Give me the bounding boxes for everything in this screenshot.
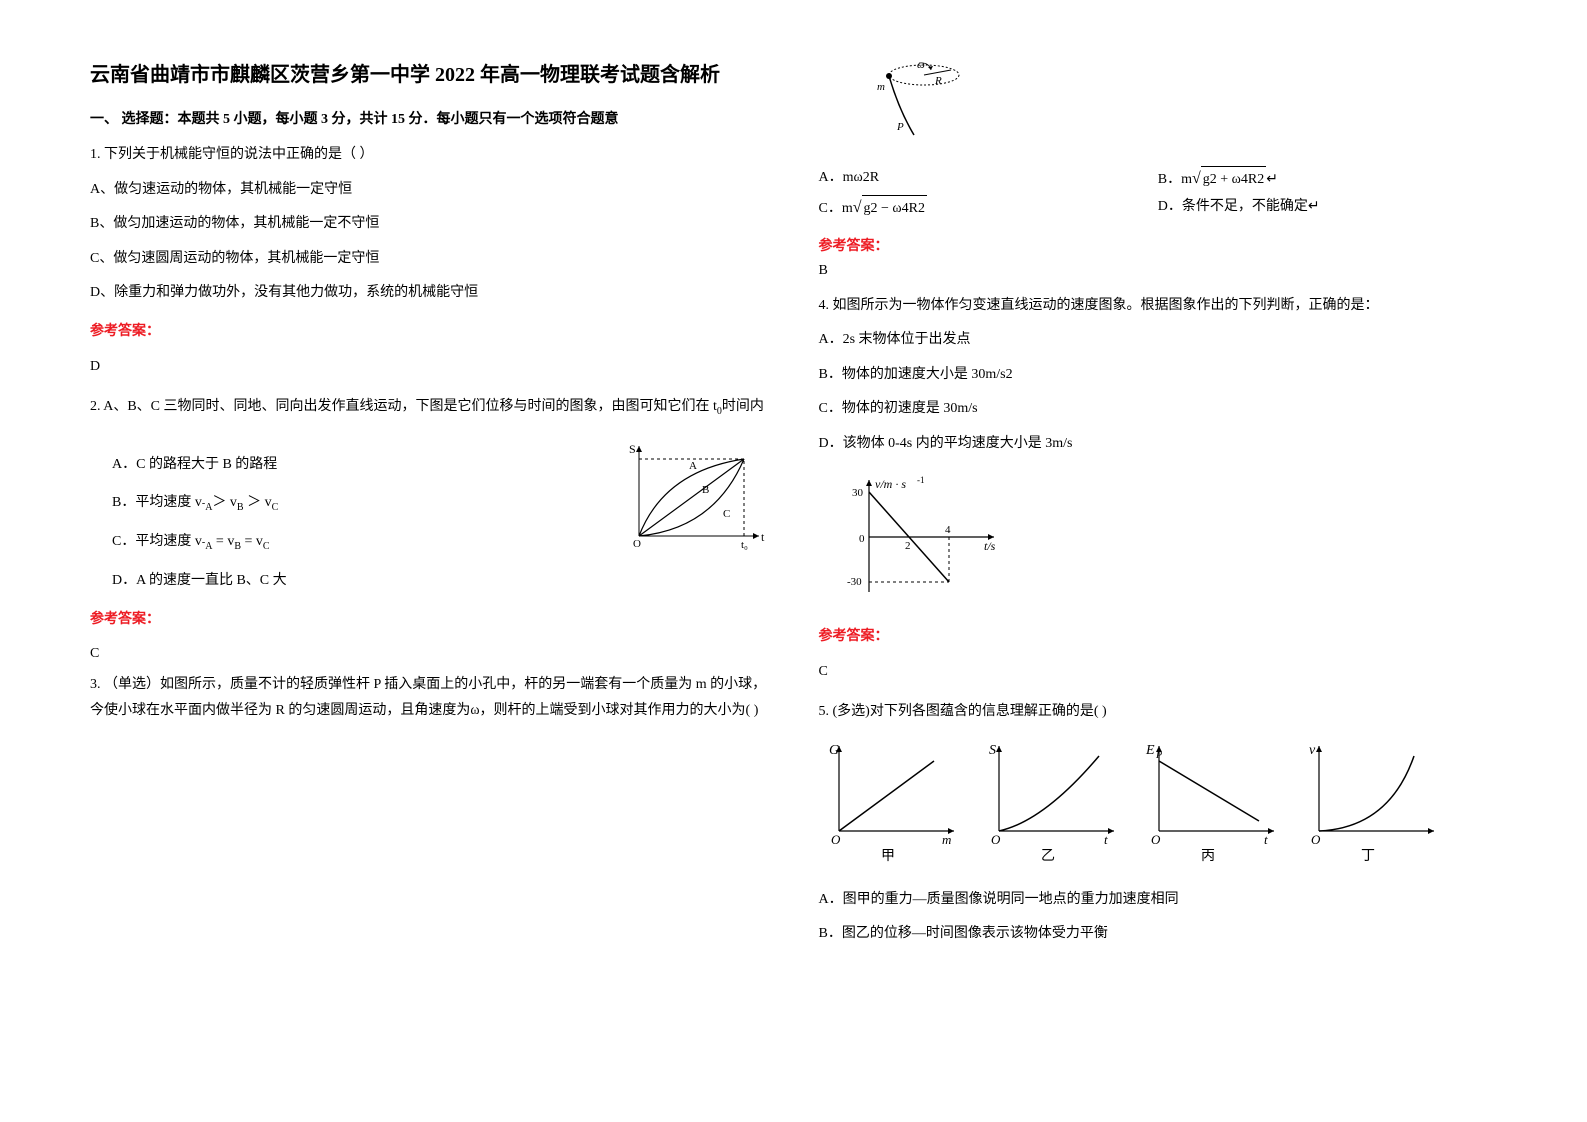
q2-fig-t0: t₀ — [741, 539, 748, 551]
q3-opt-b: B．m√g2 + ω4R2↵ — [1158, 165, 1497, 194]
q2-stem-text: 2. A、B、C 三物同时、同地、同向出发作直线运动，下图是它们位移与时间的图象… — [90, 399, 717, 414]
q2b-m2: ＞ v — [212, 495, 237, 510]
q3b-tail: ↵ — [1266, 172, 1278, 187]
section-1-heading: 一、 选择题：本题共 5 小题，每小题 3 分，共计 15 分．每小题只有一个选… — [90, 108, 769, 128]
q1-opt-d: D、除重力和弹力做功外，没有其他力做功，系统的机械能守恒 — [90, 280, 769, 307]
svg-text:O: O — [991, 832, 1001, 847]
q4-answer: C — [819, 659, 1498, 686]
svg-text:-30: -30 — [847, 576, 862, 588]
question-2: 2. A、B、C 三物同时、同地、同向出发作直线运动，下图是它们位移与时间的图象… — [90, 394, 769, 668]
q5-opt-a: A．图甲的重力—质量图像说明同一地点的重力加速度相同 — [819, 887, 1498, 914]
q2-answer-label: 参考答案： — [90, 607, 769, 634]
q5-figures: G O m 甲 S O t 乙 — [819, 736, 1498, 877]
q1-answer-label: 参考答案： — [90, 319, 769, 346]
q2-opt-b: B．平均速度 v-A＞ vB ＞ vC — [112, 489, 609, 518]
svg-text:4: 4 — [945, 524, 951, 536]
q2-fig-o: O — [633, 538, 641, 550]
question-1: 1. 下列关于机械能守恒的说法中正确的是（ ） A、做匀速运动的物体，其机械能一… — [90, 142, 769, 380]
q2-figure: S t O t₀ A B C — [619, 441, 769, 562]
q4-answer-label: 参考答案： — [819, 624, 1498, 651]
q2b-m4: ＞ v — [244, 495, 272, 510]
q2c-pre: C．平均速度 v — [112, 534, 202, 549]
q2b-sb: B — [237, 502, 244, 513]
question-4: 4. 如图所示为一物体作匀变速直线运动的速度图象。根据图象作出的下列判断，正确的… — [819, 293, 1498, 686]
q2-fig-a: A — [689, 460, 697, 472]
q2-stem: 2. A、B、C 三物同时、同地、同向出发作直线运动，下图是它们位移与时间的图象… — [90, 394, 769, 421]
svg-text:G: G — [829, 743, 839, 758]
q2-stem-tail: 时间内 — [722, 399, 764, 414]
q2c-eq1: = v — [212, 534, 234, 549]
q2-fig-b: B — [702, 484, 709, 496]
q2c-b: B — [234, 541, 241, 552]
q3c-pre: C．m — [819, 201, 853, 216]
q2b-pre: B．平均速度 v — [112, 495, 202, 510]
q3b-sqrt: g2 + ω4R2 — [1201, 166, 1266, 192]
q2-fig-t: t — [761, 530, 765, 544]
svg-text:丙: 丙 — [1201, 849, 1215, 864]
svg-text:甲: 甲 — [881, 849, 895, 864]
svg-text:ω: ω — [917, 60, 925, 71]
q3-opt-d: D．条件不足，不能确定↵ — [1158, 194, 1497, 223]
q3-options: A．mω2R B．m√g2 + ω4R2↵ C．m√g2 − ω4R2 D．条件… — [819, 165, 1498, 223]
svg-text:v/m · s: v/m · s — [875, 477, 906, 491]
svg-text:t: t — [1104, 832, 1108, 847]
q2c-c: C — [263, 541, 270, 552]
svg-text:O: O — [1311, 832, 1321, 847]
q4-opt-c: C．物体的初速度是 30m/s — [819, 396, 1498, 423]
svg-text:2: 2 — [905, 540, 911, 552]
q2-fig-c: C — [723, 508, 730, 520]
svg-text:30: 30 — [852, 487, 864, 499]
question-5: 5. (多选)对下列各图蕴含的信息理解正确的是( ) G O m 甲 — [819, 699, 1498, 947]
svg-text:t: t — [1264, 832, 1268, 847]
svg-text:P: P — [896, 121, 904, 133]
svg-text:丁: 丁 — [1361, 849, 1375, 864]
q3-answer-label: 参考答案： — [819, 235, 1498, 255]
q4-figure: v/m · s -1 30 0 2 4 -30 t/s — [839, 472, 1498, 613]
svg-text:P: P — [1155, 750, 1162, 761]
svg-text:-1: -1 — [917, 475, 925, 485]
svg-text:m: m — [877, 81, 885, 93]
q4-stem: 4. 如图所示为一物体作匀变速直线运动的速度图象。根据图象作出的下列判断，正确的… — [819, 293, 1498, 320]
q3-figure: ω m R P — [859, 60, 1498, 155]
svg-text:E: E — [1145, 743, 1155, 758]
question-3: 3. （单选）如图所示，质量不计的轻质弹性杆 P 插入桌面上的小孔中，杆的另一端… — [90, 672, 769, 725]
q3-opt-c: C．m√g2 − ω4R2 — [819, 194, 1158, 223]
q2-opt-c: C．平均速度 v-A = vB = vC — [112, 528, 609, 557]
q1-answer: D — [90, 354, 769, 381]
q2-opt-d: D．A 的速度一直比 B、C 大 — [112, 567, 609, 595]
svg-text:0: 0 — [859, 533, 865, 545]
q3b-pre: B．m — [1158, 172, 1192, 187]
svg-text:乙: 乙 — [1041, 848, 1055, 864]
svg-text:v: v — [1309, 743, 1316, 758]
svg-text:m: m — [942, 832, 951, 847]
q4-opt-d: D．该物体 0-4s 内的平均速度大小是 3m/s — [819, 431, 1498, 458]
svg-text:R: R — [934, 75, 942, 87]
q5-opt-b: B．图乙的位移—时间图像表示该物体受力平衡 — [819, 921, 1498, 948]
q3-stem: 3. （单选）如图所示，质量不计的轻质弹性杆 P 插入桌面上的小孔中，杆的另一端… — [90, 672, 769, 725]
q1-opt-b: B、做匀加速运动的物体，其机械能一定不守恒 — [90, 211, 769, 238]
q2-answer: C — [90, 641, 769, 668]
svg-text:S: S — [989, 743, 996, 758]
q3-opt-a: A．mω2R — [819, 165, 1158, 194]
q1-opt-c: C、做匀速圆周运动的物体，其机械能一定守恒 — [90, 246, 769, 273]
q1-opt-a: A、做匀速运动的物体，其机械能一定守恒 — [90, 177, 769, 204]
exam-title: 云南省曲靖市市麒麟区茨营乡第一中学 2022 年高一物理联考试题含解析 — [90, 60, 769, 90]
svg-text:O: O — [831, 832, 841, 847]
q2-fig-s: S — [629, 442, 636, 456]
svg-text:t/s: t/s — [984, 539, 996, 553]
q2c-eq2: = v — [241, 534, 263, 549]
q1-stem: 1. 下列关于机械能守恒的说法中正确的是（ ） — [90, 142, 769, 169]
q4-opt-b: B．物体的加速度大小是 30m/s2 — [819, 362, 1498, 389]
q5-stem: 5. (多选)对下列各图蕴含的信息理解正确的是( ) — [819, 699, 1498, 726]
svg-text:O: O — [1151, 832, 1161, 847]
q2-opt-a: A．C 的路程大于 B 的路程 — [112, 451, 609, 479]
q2b-sc: C — [272, 502, 279, 513]
q3c-sqrt: g2 − ω4R2 — [862, 195, 927, 221]
q4-opt-a: A．2s 末物体位于出发点 — [819, 327, 1498, 354]
q3-answer: B — [819, 263, 1498, 279]
